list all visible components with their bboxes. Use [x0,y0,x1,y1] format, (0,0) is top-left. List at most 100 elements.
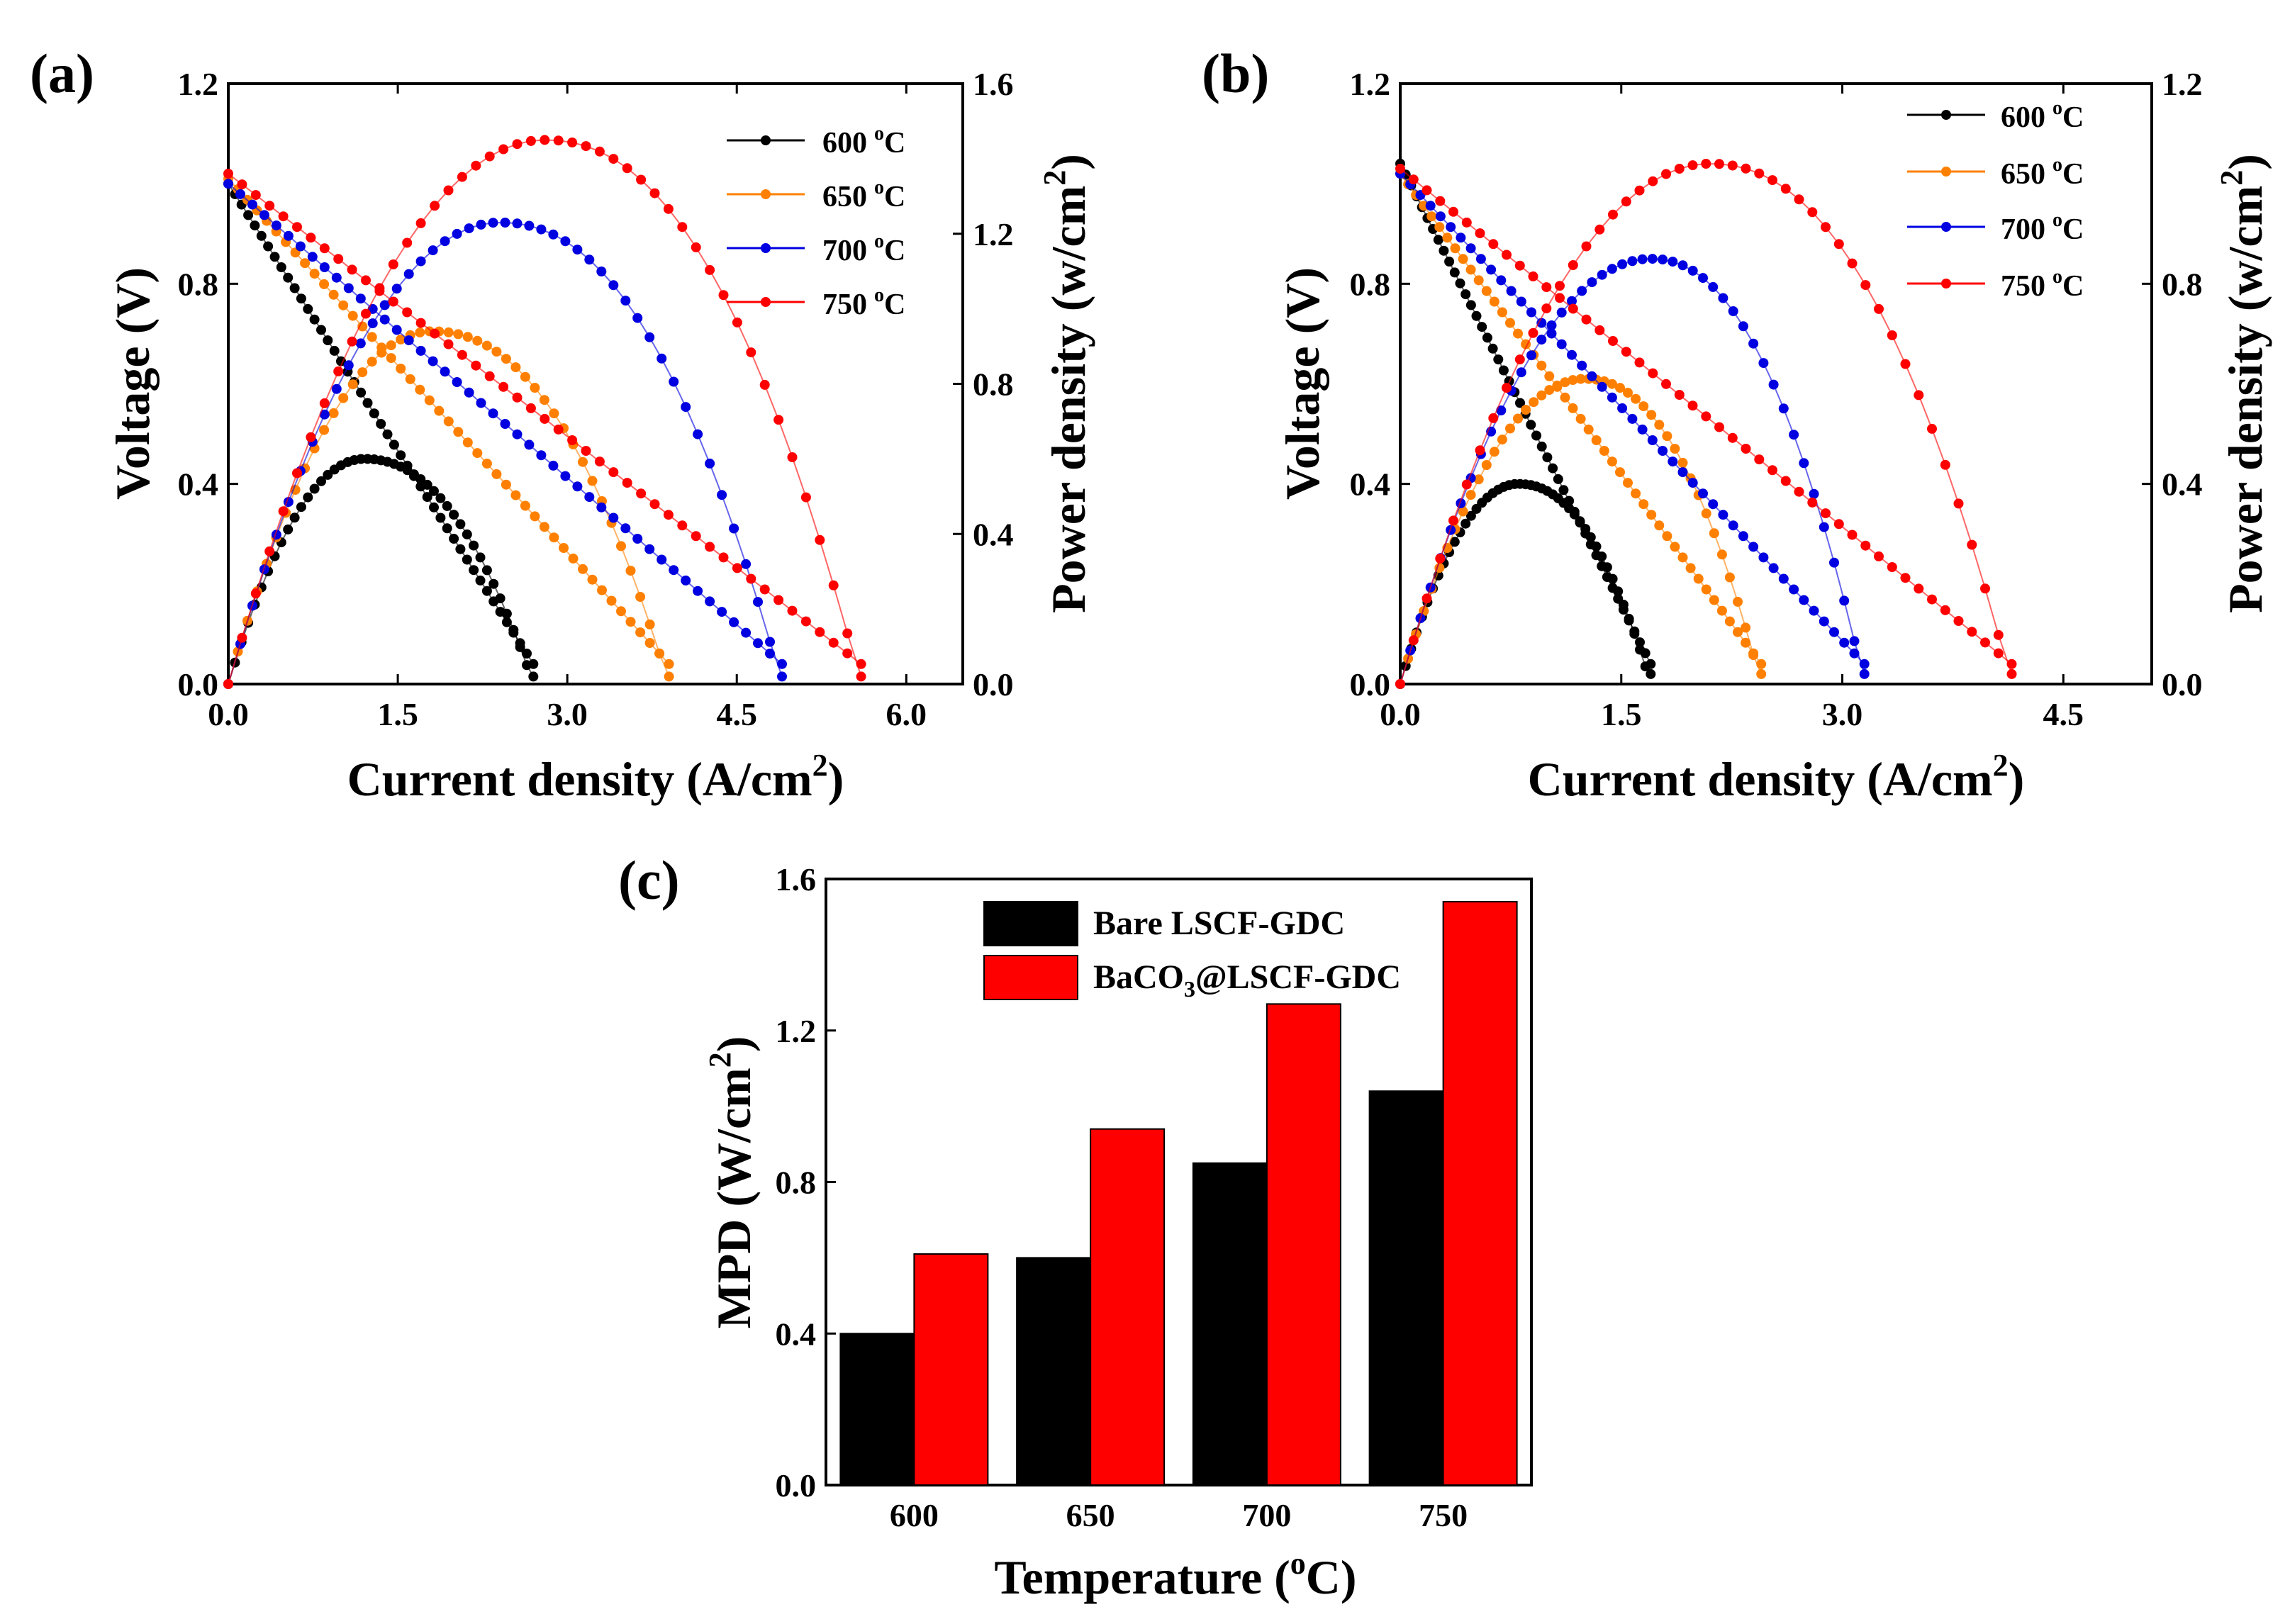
voltage-point [1488,239,1499,250]
legend-item-750: 750 oC [1907,266,2084,303]
power-point [1634,185,1645,196]
voltage-point [1544,371,1555,381]
voltage-point [369,408,379,419]
voltage-point [1967,627,1977,637]
x-tick-label: 1.5 [1601,696,1642,732]
power-point [319,409,330,420]
voltage-point [469,565,479,576]
voltage-point [608,467,619,478]
y-tick-label: 1.2 [776,1013,817,1049]
voltage-point [396,450,406,461]
power-point [1618,600,1629,610]
power-point [309,483,320,494]
y-tick-label-left: 0.8 [178,266,219,302]
voltage-point [1528,271,1538,281]
voltage-point [223,169,233,179]
legend-b: 600 oC 650 oC 700 oC 750 oC [1907,97,2084,303]
voltage-point [264,201,275,211]
voltage-point [1677,552,1688,563]
power-point [1687,265,1698,276]
voltage-point [402,307,413,318]
power-point [1821,222,1831,233]
y-tick-label: 0.8 [776,1165,817,1201]
voltage-point [442,523,452,534]
power-point [481,340,492,351]
power-point [1607,573,1618,584]
voltage-point [250,220,260,231]
power-point [654,648,665,659]
voltage-point [1458,254,1468,264]
power-point [1621,196,1631,207]
power-point [1701,508,1711,519]
voltage-point [306,233,316,243]
x-tick-label: 6.0 [886,696,927,732]
power-point [430,201,440,211]
voltage-point [512,429,523,439]
power-point [319,425,330,435]
voltage-point [530,511,540,522]
voltage-point [361,275,371,286]
power-point [1594,224,1605,235]
y-tick-label: 0.4 [776,1316,817,1352]
voltage-point [455,544,466,554]
voltage-point [1395,164,1405,174]
voltage-point [250,190,261,201]
power-point [644,619,655,629]
power-point [567,138,578,147]
voltage-point [568,553,579,564]
power-point [1658,254,1668,265]
voltage-point [1536,441,1547,452]
y-tick-label-right: 0.8 [2162,266,2203,302]
voltage-point [500,419,510,429]
power-point [1758,358,1769,369]
y-tick-label-right: 0.8 [973,366,1014,403]
voltage-point [1807,497,1818,508]
power-point [1473,474,1484,485]
power-point [296,502,306,513]
power-point [1727,160,1738,171]
power-point [1529,397,1539,408]
voltage-point [1860,540,1871,551]
power-point [475,552,486,563]
bar-bare-600 [839,1333,915,1486]
power-point [1613,586,1624,597]
voltage-point [572,481,583,492]
voltage-point [1477,322,1487,332]
voltage-point [1833,519,1844,530]
voltage-point [1496,275,1507,286]
voltage-point [732,563,742,573]
power-point [469,540,479,551]
power-point [501,354,511,364]
voltage-point [1687,401,1698,411]
power-point [636,174,647,185]
bar-bare-700 [1192,1162,1268,1486]
voltage-point [1670,542,1680,552]
voltage-point [622,478,632,488]
voltage-point [729,617,739,627]
voltage-point [1698,488,1708,499]
power-point [1623,388,1633,398]
power-point [471,160,481,171]
voltage-point [471,360,481,371]
voltage-point [295,241,306,252]
voltage-point [693,586,703,596]
voltage-point [1435,196,1446,206]
power-point [1526,350,1536,361]
voltage-point [1542,452,1553,463]
panel-label-c: (c) [618,849,680,911]
power-point [644,332,655,342]
voltage-point [649,499,660,510]
voltage-point [1623,478,1633,488]
power-point [1670,444,1680,454]
voltage-point [691,531,701,542]
power-point [663,203,674,214]
voltage-point [1506,286,1517,296]
voltage-point [620,523,631,534]
voltage-point [443,416,454,427]
power-point [1569,509,1580,520]
power-point [1475,445,1485,456]
voltage-point [338,300,349,310]
power-point [1874,303,1884,314]
voltage-point [1473,275,1484,286]
power-point [1552,380,1563,391]
